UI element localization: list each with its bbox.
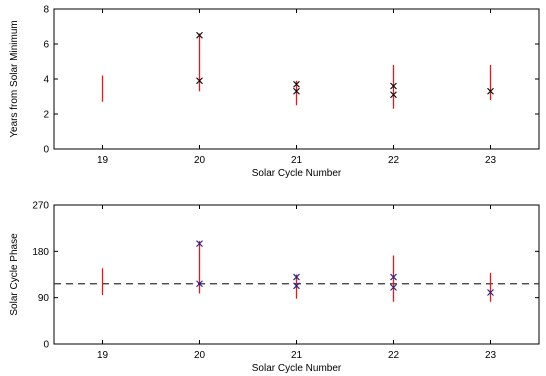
x-marker-stroke	[293, 273, 300, 281]
x-marker	[196, 31, 203, 39]
x-tick-label: 19	[97, 350, 109, 361]
x-marker	[196, 77, 203, 85]
x-marker	[293, 282, 300, 290]
x-marker	[487, 87, 494, 95]
x-marker-stroke	[293, 80, 300, 88]
y-tick-label: 6	[43, 40, 49, 51]
x-marker	[390, 283, 397, 291]
x-tick-label: 22	[388, 350, 400, 361]
x-axis-label: Solar Cycle Number	[252, 363, 342, 374]
x-tick-label: 19	[97, 155, 109, 166]
y-tick-label: 270	[32, 201, 49, 212]
y-axis-label: Years from Solar Minimum	[9, 20, 20, 137]
x-tick-label: 23	[485, 155, 497, 166]
bottom-chart: 19 20 21 22 23 0 90 180 270 Solar Cycle Number Sol…	[9, 201, 540, 374]
plot-frame	[53, 8, 540, 150]
x-tick-label: 20	[194, 350, 206, 361]
x-axis-label: Solar Cycle Number	[252, 168, 342, 179]
x-marker	[390, 82, 397, 90]
y-tick-label: 0	[43, 145, 49, 156]
x-marker	[293, 87, 300, 95]
x-tick-label: 21	[291, 155, 303, 166]
y-tick-label: 2	[43, 110, 49, 121]
x-tick-label: 21	[291, 350, 303, 361]
x-marker-stroke	[196, 240, 203, 248]
x-marker-stroke	[487, 87, 494, 95]
y-axis-label: Solar Cycle Phase	[9, 233, 20, 316]
x-marker-stroke	[390, 91, 397, 99]
x-marker-stroke	[390, 82, 397, 90]
y-tick-label: 90	[38, 293, 50, 304]
y-tick-label: 8	[43, 5, 49, 16]
x-marker	[390, 273, 397, 281]
x-marker	[487, 289, 494, 296]
x-tick-label: 20	[194, 155, 206, 166]
x-marker-stroke	[196, 280, 203, 288]
top-chart: 19 20 21 22 23 0 2 4 6 8 Solar Cycle Number Years f…	[9, 5, 540, 179]
y-tick-label: 4	[43, 75, 49, 86]
x-marker	[196, 240, 203, 248]
x-marker-stroke	[293, 282, 300, 290]
x-tick-label: 23	[485, 350, 497, 361]
x-marker-stroke	[390, 273, 397, 281]
x-tick-label: 22	[388, 155, 400, 166]
x-marker-stroke	[293, 87, 300, 95]
x-marker	[196, 280, 203, 288]
x-marker	[390, 91, 397, 99]
x-marker	[293, 80, 300, 88]
x-marker-stroke	[390, 283, 397, 291]
y-tick-label: 0	[43, 340, 49, 351]
y-tick-label: 180	[32, 247, 49, 258]
x-marker-stroke	[196, 31, 203, 39]
x-marker-stroke	[487, 289, 494, 296]
x-marker-stroke	[196, 77, 203, 85]
x-marker	[293, 273, 300, 281]
